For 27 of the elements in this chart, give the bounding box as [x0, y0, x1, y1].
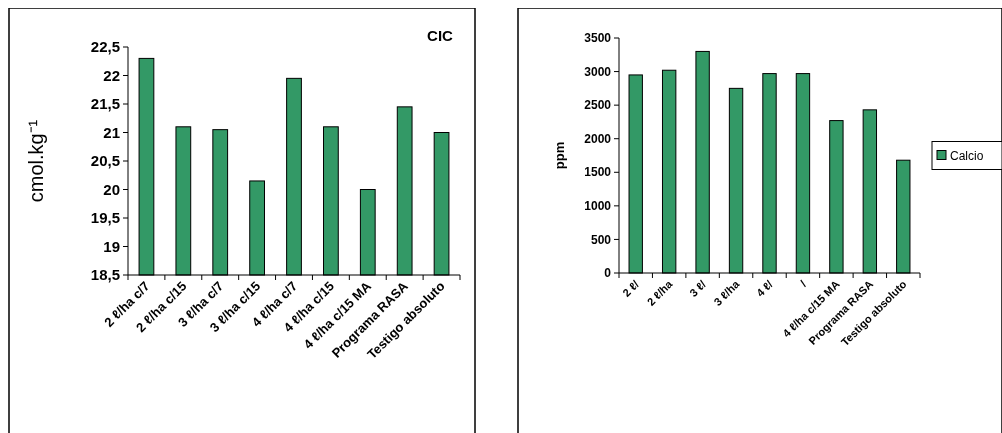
y-tick-label: 22 — [103, 66, 120, 84]
x-tick-label: 2 ℓ/ — [620, 277, 642, 299]
x-tick-label: 2 ℓ/ha — [644, 277, 676, 308]
y-tick-label: 3500 — [584, 31, 612, 46]
y-tick-label: 1500 — [584, 165, 612, 180]
chart-title: CIC — [427, 27, 454, 44]
y-tick-label: 19 — [103, 237, 120, 255]
x-tick-label: / — [797, 277, 809, 289]
y-tick-label: 21,5 — [90, 95, 120, 113]
y-tick-label: 3000 — [584, 64, 612, 79]
y-tick-label: 2500 — [584, 98, 612, 113]
legend-label: Calcio — [950, 148, 984, 163]
x-tick-label: 3 ℓ/ha — [711, 277, 743, 308]
y-tick-label: 1000 — [584, 199, 612, 214]
y-tick-label: 0 — [604, 266, 612, 281]
y-tick-label: 22,5 — [90, 38, 120, 56]
y-tick-label: 2000 — [584, 131, 612, 146]
y-tick-label: 20 — [103, 180, 120, 198]
y-tick-label: 21 — [103, 123, 120, 141]
y-tick-label: 18,5 — [90, 266, 120, 284]
x-tick-label: 4 ℓ/ — [753, 277, 775, 299]
y-axis-title: cmol.kg⁻¹ — [25, 119, 47, 203]
x-tick-label: 3 ℓ/ — [687, 277, 709, 299]
y-tick-label: 20,5 — [90, 152, 120, 170]
y-tick-label: 19,5 — [90, 209, 120, 227]
y-axis-title: ppm — [552, 141, 567, 170]
y-tick-label: 500 — [590, 232, 612, 247]
